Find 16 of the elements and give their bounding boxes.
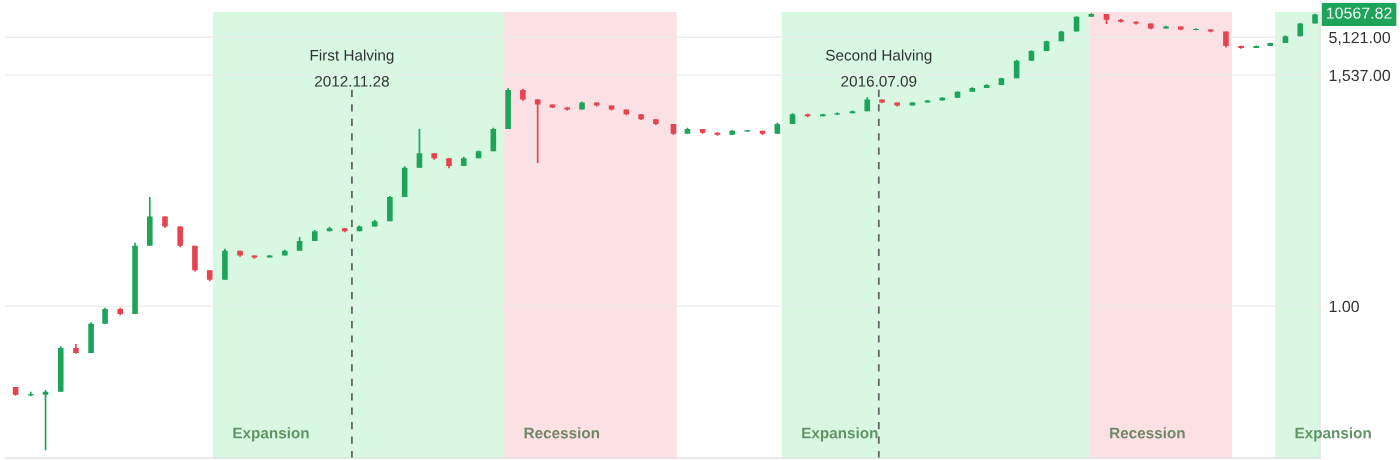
annotation: 10567.82 <box>1326 7 1392 19</box>
band-label: Expansion <box>233 427 309 442</box>
y-tick-label: 1,537.00 <box>1329 69 1391 84</box>
candlestick <box>416 128 423 169</box>
x-tick-label: 2012.11.28 <box>315 75 389 87</box>
band-label: Expansion <box>802 427 878 442</box>
band-label: Recession <box>1110 427 1185 439</box>
x-tick-label: 2016.07.09 <box>841 75 917 87</box>
ref-line-label: Second Halving <box>826 49 932 64</box>
band-label: Recession <box>524 427 600 439</box>
candlestick <box>534 98 541 164</box>
y-tick-label: 5,121.00 <box>1329 31 1391 46</box>
y-tick-label: 1.00 <box>1329 300 1359 313</box>
band-label: Expansion <box>1295 427 1371 442</box>
candlestick <box>177 225 183 249</box>
ref-line-label: First Halving <box>310 49 394 64</box>
